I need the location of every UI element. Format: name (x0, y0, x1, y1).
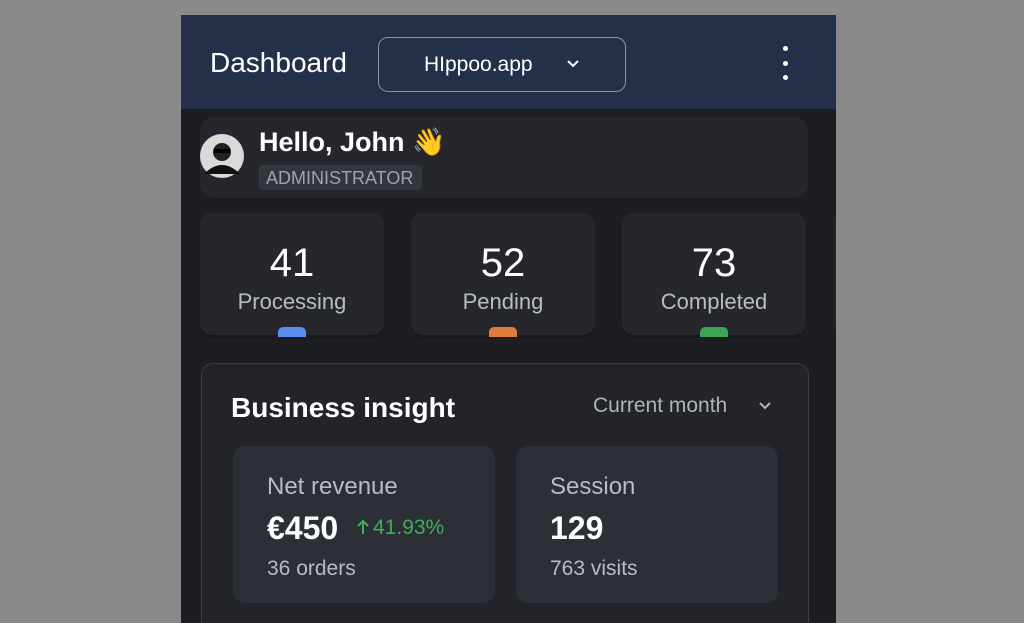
period-text: Current month (593, 394, 728, 417)
store-name: HIppoo.app (424, 53, 533, 76)
avatar (200, 134, 244, 178)
greeting-text: Hello, John 👋 (259, 127, 446, 157)
metric-label: Net revenue (267, 473, 398, 500)
metric-card: Session 129 763 visits (516, 446, 778, 603)
stat-value: 52 (480, 241, 526, 285)
metric-detail: 763 visits (550, 557, 638, 580)
period-selector[interactable]: Current month (593, 394, 783, 418)
stat-value: 73 (691, 241, 737, 285)
chevron-icon (759, 402, 771, 410)
page-title: Dashboard (210, 47, 347, 78)
role-badge: ADMINISTRATOR (259, 165, 422, 190)
insight-title: Business insight (231, 392, 456, 423)
insight-card: Business insight Current month Net reven… (201, 363, 809, 623)
stat-value: 41 (269, 241, 315, 285)
metric-label: Session (550, 473, 636, 500)
metric-detail: 36 orders (267, 557, 356, 580)
status-indicator (489, 327, 517, 337)
app-panel: Dashboard HIppoo.app Hello, John 👋 ADMIN… (181, 15, 836, 623)
chevron-icon (567, 60, 579, 68)
greeting-card: Hello, John 👋 ADMINISTRATOR (200, 117, 808, 198)
stat-label: Processing (237, 289, 347, 314)
up-arrow (357, 519, 369, 534)
stat-card: 73 Completed (622, 213, 806, 337)
header: Dashboard HIppoo.app (181, 15, 836, 109)
metric-value: €450 (267, 510, 339, 546)
metric-card: Net revenue €450 41.93% 36 orders (233, 446, 495, 603)
menu-button[interactable] (778, 43, 792, 83)
change-text: 41.93% (373, 516, 445, 539)
stat-card: 52 Pending (411, 213, 595, 337)
stat-card-partial (834, 213, 836, 335)
store-selector[interactable]: HIppoo.app (378, 37, 626, 92)
status-indicator (700, 327, 728, 337)
stat-label: Pending (462, 289, 544, 314)
metric-value: 129 (550, 510, 604, 546)
stat-card: 41 Processing (200, 213, 384, 337)
stat-label: Completed (660, 289, 768, 314)
role-text: ADMINISTRATOR (266, 168, 414, 188)
status-indicator (278, 327, 306, 337)
